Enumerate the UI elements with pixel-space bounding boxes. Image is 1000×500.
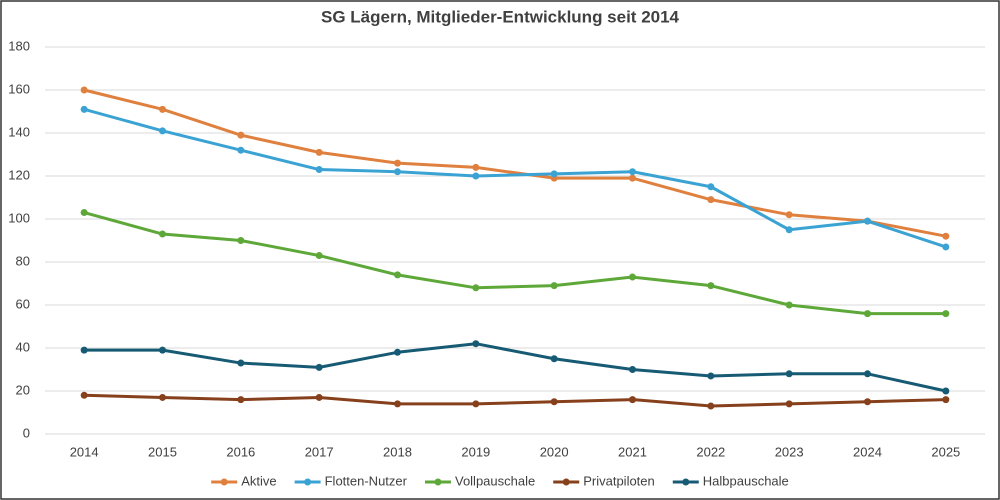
- data-point: [472, 400, 480, 408]
- data-point: [159, 393, 166, 401]
- series-line: [83, 211, 946, 316]
- x-tick-label: 2024: [853, 444, 882, 459]
- data-point: [707, 183, 715, 191]
- data-point: [785, 370, 793, 378]
- data-point: [707, 372, 715, 380]
- data-point: [707, 282, 715, 290]
- data-point: [785, 226, 793, 234]
- y-tick-label: 100: [8, 210, 30, 225]
- legend-marker: [220, 478, 228, 486]
- data-point: [629, 273, 636, 281]
- data-point: [550, 170, 558, 178]
- data-point: [315, 252, 323, 260]
- legend-label: Privatpiloten: [583, 473, 655, 488]
- data-point: [864, 370, 871, 378]
- x-tick-label: 2015: [148, 444, 177, 459]
- data-point: [629, 366, 636, 373]
- x-tick-label: 2019: [461, 444, 490, 459]
- x-tick-label: 2017: [305, 444, 334, 459]
- data-point: [942, 243, 950, 251]
- data-point: [785, 301, 793, 309]
- y-tick-label: 60: [16, 296, 30, 311]
- data-point: [942, 396, 950, 404]
- data-point: [629, 396, 636, 404]
- series-line: [83, 107, 947, 249]
- data-point: [315, 363, 323, 371]
- data-point: [80, 391, 88, 399]
- data-point: [707, 196, 715, 204]
- data-point: [237, 396, 245, 404]
- x-tick-label: 2023: [775, 444, 804, 459]
- data-point: [629, 174, 636, 182]
- y-tick-label: 40: [16, 339, 30, 354]
- x-tick-label: 2020: [540, 444, 569, 459]
- data-point: [80, 105, 88, 113]
- data-point: [315, 166, 323, 174]
- data-point: [394, 400, 401, 408]
- series-line: [83, 88, 947, 238]
- y-tick-label: 180: [8, 38, 30, 53]
- data-point: [942, 387, 950, 395]
- legend-label: Aktive: [241, 473, 276, 488]
- x-tick-label: 2018: [383, 444, 412, 459]
- legend-marker: [304, 478, 312, 486]
- data-point: [629, 168, 636, 176]
- data-point: [550, 282, 558, 290]
- y-tick-label: 160: [8, 81, 30, 96]
- y-tick-label: 140: [8, 124, 30, 139]
- data-point: [237, 359, 245, 367]
- x-tick-label: 2014: [70, 444, 99, 459]
- data-point: [394, 159, 401, 167]
- data-point: [394, 168, 401, 176]
- data-point: [315, 148, 323, 156]
- data-point: [472, 284, 480, 292]
- series-line: [84, 342, 947, 393]
- series-line: [84, 393, 946, 408]
- y-tick-label: 80: [16, 253, 30, 268]
- data-point: [864, 310, 871, 318]
- legend-marker: [562, 478, 570, 486]
- data-point: [159, 346, 166, 354]
- data-point: [472, 172, 480, 180]
- data-point: [864, 217, 871, 225]
- data-point: [472, 163, 480, 171]
- data-point: [785, 211, 793, 219]
- legend-label: Halbpauschale: [703, 473, 789, 488]
- x-tick-label: 2025: [931, 444, 960, 459]
- legend-marker: [682, 478, 690, 486]
- data-point: [159, 105, 166, 113]
- y-tick-label: 0: [23, 425, 30, 440]
- data-point: [785, 400, 793, 408]
- data-point: [472, 340, 480, 348]
- data-point: [315, 393, 323, 401]
- x-tick-label: 2022: [696, 444, 725, 459]
- data-point: [942, 310, 950, 318]
- data-point: [159, 127, 166, 135]
- data-point: [237, 131, 245, 139]
- legend-label: Flotten-Nutzer: [325, 473, 408, 488]
- data-point: [237, 146, 245, 154]
- data-point: [159, 230, 166, 238]
- data-point: [80, 86, 88, 94]
- x-tick-label: 2016: [226, 444, 255, 459]
- data-point: [80, 209, 88, 217]
- data-point: [942, 232, 950, 240]
- data-point: [550, 355, 558, 363]
- data-point: [707, 402, 715, 410]
- data-point: [550, 398, 558, 406]
- data-point: [394, 271, 401, 279]
- data-point: [394, 348, 401, 356]
- x-tick-label: 2021: [618, 444, 647, 459]
- chart-title: SG Lägern, Mitglieder-Entwicklung seit 2…: [321, 7, 680, 26]
- legend-label: Vollpauschale: [455, 473, 535, 488]
- legend-marker: [434, 478, 442, 486]
- y-tick-label: 120: [8, 167, 30, 182]
- y-tick-label: 20: [16, 382, 30, 397]
- data-point: [864, 398, 871, 406]
- data-point: [237, 237, 245, 244]
- data-point: [80, 346, 88, 354]
